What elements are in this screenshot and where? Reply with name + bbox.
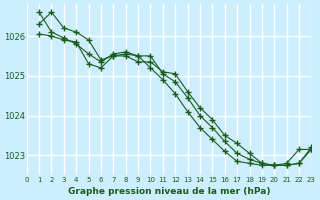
X-axis label: Graphe pression niveau de la mer (hPa): Graphe pression niveau de la mer (hPa) [68, 187, 270, 196]
